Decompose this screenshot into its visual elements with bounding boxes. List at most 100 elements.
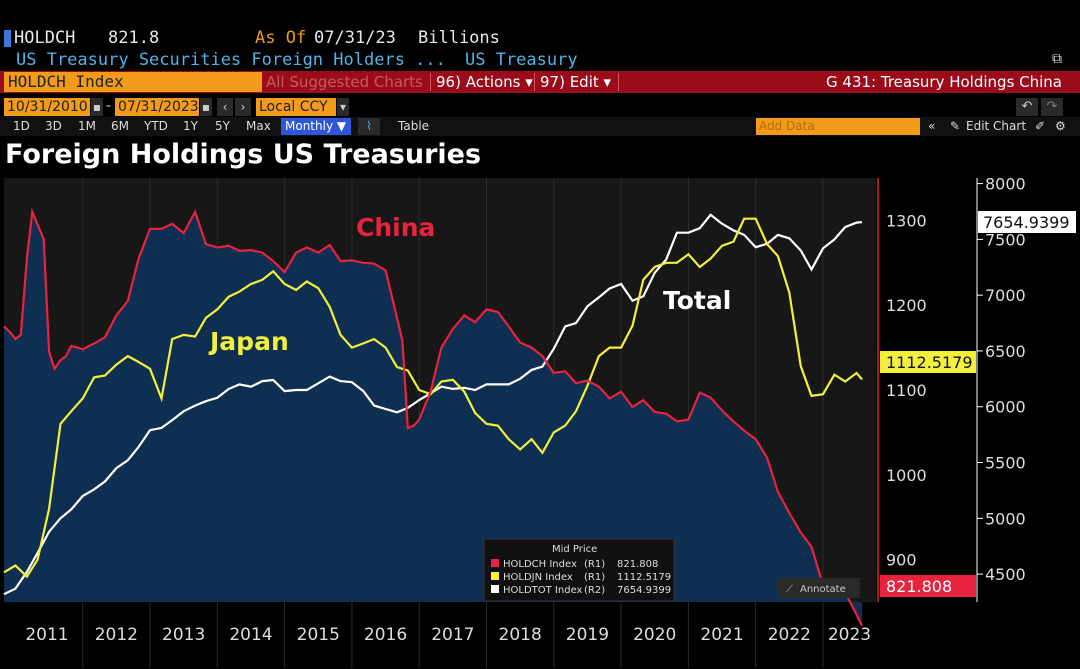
period-5y[interactable]: 5Y — [215, 119, 230, 133]
pencil-icon: ⟋ — [786, 584, 793, 595]
r2-tick-label: 5000 — [985, 509, 1026, 528]
r1-tick-label: 1100 — [886, 381, 927, 400]
line-chart-icon[interactable]: ⌇ — [358, 118, 380, 135]
r2-tick-label: 6000 — [985, 398, 1026, 417]
suggested-charts-menu[interactable]: All Suggested Charts — [266, 73, 423, 91]
security-description[interactable]: US Treasury Securities Foreign Holders .… — [16, 50, 446, 70]
total-end-label: 7654.9399 — [978, 211, 1076, 233]
collapse-icon[interactable]: « — [928, 119, 936, 133]
x-tick-label: 2018 — [499, 625, 542, 645]
japan-series-line — [3, 217, 863, 579]
total-annotation: Total — [663, 286, 731, 315]
period-1y[interactable]: 1Y — [183, 119, 198, 133]
total-series-line — [3, 213, 863, 596]
data-source[interactable]: US Treasury — [465, 50, 578, 70]
toolbar-divider — [534, 73, 535, 91]
x-tick-label: 2014 — [229, 625, 272, 645]
legend-value-total: 7654.9399 — [617, 585, 671, 596]
r2-tick-label: 6500 — [985, 342, 1026, 361]
period-max[interactable]: Max — [246, 119, 271, 133]
index-name-field[interactable]: HOLDCH Index — [4, 72, 262, 92]
china-end-label: 821.808 — [880, 575, 976, 597]
legend-label-total: HOLDTOT Index — [503, 585, 583, 596]
legend-swatch-china — [491, 559, 499, 567]
units-label: Billions — [418, 28, 500, 48]
legend-swatch-japan — [491, 572, 499, 580]
back-arrow-icon[interactable]: ‹ — [217, 98, 233, 116]
legend-axis-china: (R1) — [584, 559, 605, 570]
r1-tick-label: 1200 — [886, 296, 927, 315]
period-6m[interactable]: 6M — [111, 119, 129, 133]
legend-label-japan: HOLDJN Index — [503, 572, 573, 583]
period-ytd[interactable]: YTD — [144, 119, 168, 133]
chart-toolbar: HOLDCH Index All Suggested Charts 96) Ac… — [0, 71, 1080, 93]
china-end-value: 821.808 — [886, 577, 952, 596]
r2-tick-label: 7000 — [985, 286, 1026, 305]
period-1m[interactable]: 1M — [78, 119, 96, 133]
x-tick-label: 2022 — [768, 625, 811, 645]
china-annotation: China — [356, 213, 435, 242]
total-end-value: 7654.9399 — [983, 213, 1070, 232]
r1-tick-label: 900 — [886, 551, 917, 570]
ticker[interactable]: HOLDCH — [14, 28, 76, 48]
legend-title: Mid Price — [552, 544, 597, 555]
legend-value-china: 821.808 — [617, 559, 658, 570]
legend-value-japan: 1112.5179 — [617, 572, 671, 583]
gear-icon[interactable]: ⚙ — [1055, 119, 1066, 133]
china-series-line — [3, 207, 863, 627]
frequency-select[interactable]: Monthly ▼ — [281, 118, 351, 135]
as-of-label: As Of — [255, 28, 307, 48]
legend-axis-total: (R2) — [584, 585, 605, 596]
line-chart: 2011 2012 2013 2014 2015 2016 2017 2018 2019 2020… — [0, 172, 1080, 669]
r1-tick-label: 1000 — [886, 466, 927, 485]
last-value: 821.8 — [108, 28, 160, 48]
x-tick-label: 2015 — [297, 625, 340, 645]
period-1d[interactable]: 1D — [13, 119, 30, 133]
legend-axis-japan: (R1) — [584, 572, 605, 583]
r2-tick-label: 5500 — [985, 454, 1026, 473]
redo-icon[interactable]: ↷ — [1041, 98, 1063, 116]
calendar-icon[interactable]: ▪ — [200, 98, 212, 116]
r1-tick-label: 1300 — [886, 211, 927, 230]
security-description-row: US Treasury Securities Foreign Holders .… — [0, 49, 1080, 71]
period-selector-row: 1D 3D 1M 6M YTD 1Y 5Y Max Monthly ▼ ⌇ Ta… — [0, 117, 1080, 136]
china-area — [4, 211, 862, 626]
undo-icon[interactable]: ↶ — [1016, 98, 1038, 116]
x-tick-label: 2023 — [828, 625, 871, 645]
popout-icon[interactable]: ⧉ — [1052, 51, 1062, 67]
edit-chart-button[interactable]: Edit Chart — [966, 119, 1027, 133]
r2-tick-label: 4500 — [985, 565, 1026, 584]
x-tick-label: 2016 — [364, 625, 407, 645]
currency-select[interactable]: Local CCY — [256, 98, 336, 116]
annotate-label: Annotate — [800, 584, 846, 595]
chevron-down-icon[interactable]: ▾ — [337, 98, 349, 116]
toolbar-divider — [430, 73, 431, 91]
legend-box — [483, 538, 675, 602]
x-tick-label: 2012 — [95, 625, 138, 645]
r2-tick-label: 8000 — [985, 175, 1026, 194]
legend[interactable]: Mid Price HOLDCH Index (R1) 821.808 HOLD… — [483, 538, 675, 602]
calendar-icon[interactable]: ▪ — [91, 98, 103, 116]
range-dash: - — [106, 98, 112, 114]
toolbar-divider — [618, 73, 619, 91]
end-date-input[interactable]: 07/31/2023 — [115, 98, 199, 116]
actions-menu[interactable]: 96) Actions ▾ — [436, 73, 533, 91]
period-3d[interactable]: 3D — [45, 119, 62, 133]
start-date-input[interactable]: 10/31/2010 — [4, 98, 90, 116]
annotate-button[interactable]: ⟋ Annotate — [778, 578, 860, 598]
x-tick-label: 2011 — [25, 625, 68, 645]
legend-label-china: HOLDCH Index — [503, 559, 577, 570]
add-data-input[interactable]: Add Data — [756, 118, 920, 135]
x-tick-label: 2021 — [700, 625, 743, 645]
table-button[interactable]: Table — [398, 119, 430, 133]
x-tick-label: 2019 — [566, 625, 609, 645]
edit-menu[interactable]: 97) Edit ▾ — [540, 73, 612, 91]
x-tick-label: 2020 — [633, 625, 676, 645]
chart-title: Foreign Holdings US Treasuries — [5, 139, 482, 170]
forward-arrow-icon[interactable]: › — [235, 98, 251, 116]
edit-icon[interactable]: ✐ — [1035, 119, 1046, 133]
r2-tick-label: 7500 — [985, 230, 1026, 249]
japan-end-value: 1112.5179 — [886, 353, 973, 372]
as-of-date: 07/31/23 — [314, 28, 396, 48]
japan-end-label: 1112.5179 — [880, 351, 976, 373]
